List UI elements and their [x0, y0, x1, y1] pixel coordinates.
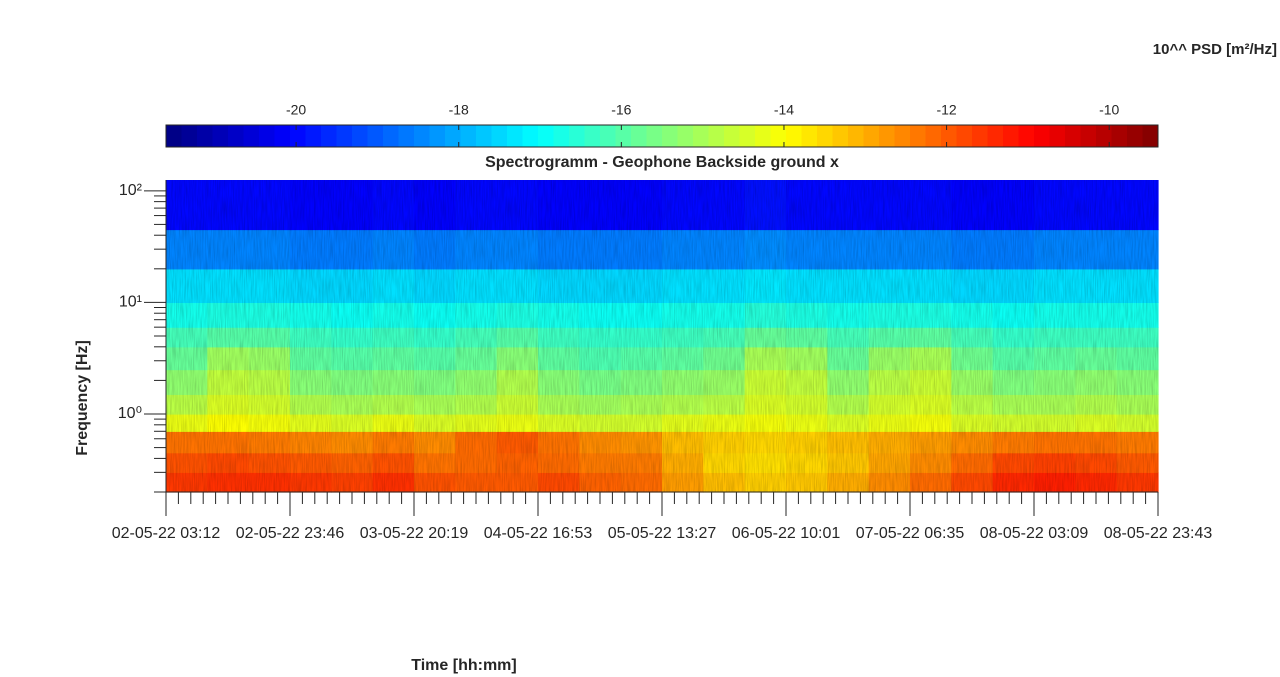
colorbar-segment: [367, 125, 384, 147]
colorbar-segment: [972, 125, 988, 147]
colorbar-segment: [755, 125, 771, 147]
colorbar-segment: [677, 125, 694, 147]
texture: [166, 180, 1158, 492]
colorbar-segment: [693, 125, 709, 147]
colorbar-tick-label: -16: [611, 102, 631, 118]
y-axis-label: Frequency [Hz]: [74, 340, 91, 456]
colorbar-segment: [181, 125, 198, 147]
colorbar-segment: [770, 125, 787, 147]
colorbar-segment: [1111, 125, 1128, 147]
colorbar-segment: [445, 125, 461, 147]
colorbar-segment: [414, 125, 430, 147]
colorbar-segment: [786, 125, 802, 147]
colorbar-segment: [305, 125, 322, 147]
colorbar-segment: [817, 125, 833, 147]
x-tick-label: 02-05-22 03:12: [112, 525, 221, 542]
colorbar-segment: [615, 125, 632, 147]
colorbar-tick-label: -18: [449, 102, 469, 118]
colorbar-segment: [212, 125, 229, 147]
colorbar-segment: [1003, 125, 1019, 147]
colorbar-segment: [491, 125, 508, 147]
colorbar-segment: [476, 125, 492, 147]
colorbar-segment: [894, 125, 911, 147]
colorbar-segment: [507, 125, 523, 147]
colorbar-tick-label: -10: [1099, 102, 1119, 118]
colorbar-segment: [1142, 125, 1159, 147]
x-tick-label: 04-05-22 16:53: [484, 525, 593, 542]
colorbar-segment: [1065, 125, 1081, 147]
colorbar-segment: [832, 125, 849, 147]
colorbar-segment: [1034, 125, 1050, 147]
x-tick-label: 07-05-22 06:35: [856, 525, 965, 542]
colorbar-segment: [863, 125, 880, 147]
x-tick-label: 08-05-22 23:43: [1104, 525, 1213, 542]
x-tick-label: 02-05-22 23:46: [236, 525, 345, 542]
x-tick-label: 03-05-22 20:19: [360, 525, 469, 542]
colorbar-segment: [739, 125, 756, 147]
colorbar-frame: [165, 124, 1159, 148]
colorbar-segment: [1049, 125, 1066, 147]
colorbar-segment: [1080, 125, 1097, 147]
colorbar-segment: [662, 125, 678, 147]
colorbar-segment: [631, 125, 647, 147]
y-tick-label: 10¹: [119, 294, 142, 311]
colorbar-segment: [584, 125, 601, 147]
colorbar-segment: [910, 125, 926, 147]
x-tick-label: 05-05-22 13:27: [608, 525, 717, 542]
colorbar-segment: [197, 125, 213, 147]
colorbar-segment: [259, 125, 275, 147]
y-tick-label: 10²: [119, 182, 143, 199]
colorbar-segment: [429, 125, 446, 147]
colorbar-segment: [352, 125, 368, 147]
x-axis-label: Time [hh:mm]: [411, 657, 516, 674]
colorbar-segment: [460, 125, 477, 147]
x-tick-label: 08-05-22 03:09: [980, 525, 1089, 542]
colorbar-segment: [553, 125, 570, 147]
colorbar-tick-label: -14: [774, 102, 794, 118]
colorbar-segment: [290, 125, 306, 147]
colorbar-segment: [383, 125, 399, 147]
colorbar-segment: [321, 125, 337, 147]
colorbar-tick-label: -20: [286, 102, 306, 118]
colorbar-segment: [956, 125, 973, 147]
colorbar-segment: [646, 125, 663, 147]
colorbar-segment: [522, 125, 539, 147]
colorbar-segment: [274, 125, 291, 147]
colorbar-segment: [987, 125, 1004, 147]
colorbar-segment: [1127, 125, 1143, 147]
colorbar-segment: [801, 125, 818, 147]
colorbar-segment: [538, 125, 554, 147]
colorbar-segment: [243, 125, 260, 147]
colorbar-segment: [941, 125, 957, 147]
colorbar-segment: [1018, 125, 1035, 147]
colorbar-segment: [724, 125, 740, 147]
colorbar-segment: [600, 125, 616, 147]
colorbar-label: 10^^ PSD [m²/Hz]: [1153, 41, 1277, 58]
chart-title: Spectrogramm - Geophone Backside ground …: [485, 154, 839, 171]
colorbar-segment: [336, 125, 353, 147]
colorbar-tick-label: -12: [936, 102, 956, 118]
colorbar-segment: [708, 125, 725, 147]
colorbar-segment: [925, 125, 942, 147]
colorbar-segment: [848, 125, 864, 147]
colorbar-segment: [879, 125, 895, 147]
y-tick-label: 10⁰: [118, 405, 142, 422]
colorbar-segment: [569, 125, 585, 147]
colorbar-segment: [1096, 125, 1112, 147]
colorbar-segment: [398, 125, 415, 147]
colorbar-segment: [228, 125, 244, 147]
colorbar-segment: [166, 125, 182, 147]
x-tick-label: 06-05-22 10:01: [732, 525, 841, 542]
